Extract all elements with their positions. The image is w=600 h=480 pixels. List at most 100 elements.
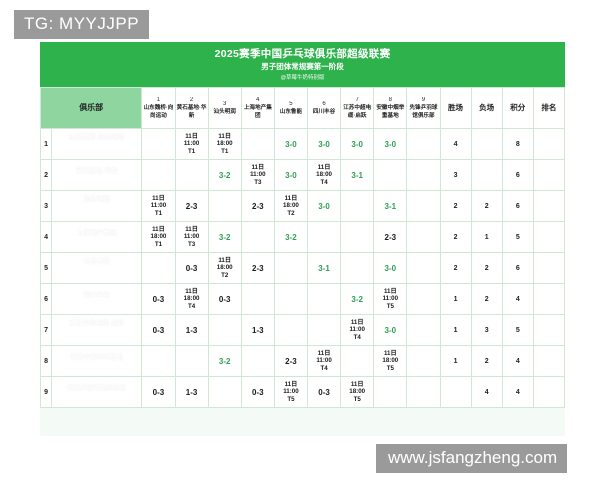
table-body: 1 山东魏桥·向尚运动 王楚钦、梁靖崑、黄友政、周启豪、于子洋、林诗栋 11日 11:0… [40, 128, 565, 408]
header-opponent-5: 5 山东鲁能 [273, 87, 309, 129]
match-cell: 3-0 [373, 314, 408, 346]
match-cell [207, 376, 242, 408]
match-cell [141, 345, 176, 377]
match-cell: 11日 18:00 T5 [373, 345, 408, 377]
match-cell: 2-3 [240, 252, 275, 284]
diagonal-cell [207, 190, 242, 222]
match-cell: 11日 18:00 T2 [207, 252, 242, 284]
stat-losses: 2 [470, 252, 503, 284]
match-cell [406, 252, 441, 284]
match-score: 3-0 [318, 201, 330, 211]
header-losses: 负场 [470, 87, 503, 129]
match-score: 0-3 [218, 294, 231, 304]
match-cell: 2-3 [174, 190, 209, 222]
stat-losses [470, 159, 503, 191]
stat-rank [532, 283, 565, 315]
match-cell [340, 221, 375, 253]
stat-wins [439, 376, 472, 408]
stat-wins: 2 [439, 190, 472, 222]
header-opponent-1: 1 山东魏桥·向尚运动 [141, 87, 176, 129]
stat-wins: 1 [439, 345, 472, 377]
match-score: 3-1 [384, 201, 397, 211]
header-opponent-2: 2 黄石基地·华新 [174, 87, 209, 129]
stat-rank [532, 221, 565, 253]
match-schedule: 11日 11:00 T4 [316, 349, 332, 372]
match-score: 3-0 [384, 139, 397, 149]
stat-losses: 2 [470, 345, 503, 377]
header-club: 俱乐部 [40, 87, 143, 129]
opponent-index-3: 3 [223, 100, 227, 107]
match-schedule: 11日 18:00 T5 [382, 349, 399, 372]
match-score: 3-2 [351, 294, 363, 304]
diagonal-cell [174, 159, 209, 191]
opponent-name-1: 山东魏桥·向尚运动 [143, 105, 174, 119]
match-schedule: 11日 11:00 T5 [382, 287, 399, 310]
opponent-name-9: 先锋乒羽球馆俱乐部 [409, 105, 438, 119]
opponent-name-6: 四川丰谷 [312, 108, 336, 115]
match-score: 3-2 [285, 232, 297, 242]
header-opponent-6: 6 四川丰谷 [306, 87, 342, 129]
match-cell [406, 376, 441, 408]
poster-banner: 2025赛季中国乒乓球俱乐部超级联赛 男子团体常规赛第一阶段 @草莓牛奶特别版 [40, 42, 565, 87]
opponent-index-1: 1 [156, 97, 161, 103]
match-cell: 0-3 [306, 376, 342, 408]
opponent-name-7: 江苏中超电缆·启跃 [343, 105, 372, 119]
match-schedule: 11日 18:00 T1 [150, 225, 167, 248]
header-rank: 排名 [532, 87, 565, 129]
match-score: 3-1 [318, 263, 330, 273]
stat-losses: 3 [470, 314, 503, 346]
match-cell [240, 128, 275, 160]
match-cell: 3-0 [306, 128, 342, 160]
team-cell: 四川丰谷 孙闻、严升、薛俊祖、黄镇廷 [51, 283, 143, 315]
match-cell [406, 283, 441, 315]
diagonal-cell [240, 221, 275, 253]
opponent-index-2: 2 [189, 97, 194, 103]
row-number: 5 [40, 252, 53, 284]
match-cell: 11日 18:00 T5 [340, 376, 375, 408]
stat-losses: 2 [470, 190, 503, 222]
table-row: 9 先锋乒羽球馆俱乐部 徐华政、周雨、曹佑瑜、王阳、陈思祥 0-3 1-3 0-3 11日 1… [40, 376, 565, 408]
opponent-index-8: 8 [388, 97, 392, 103]
team-players: 徐华政、周雨、曹佑瑜、王阳、陈思祥 [57, 393, 136, 399]
team-name: 汕头明润 [83, 196, 110, 203]
stat-points: 6 [501, 252, 534, 284]
match-cell: 3-0 [273, 128, 309, 160]
match-cell: 11日 18:00 T4 [174, 283, 209, 315]
match-schedule: 11日 11:00 T4 [349, 318, 365, 341]
stat-points: 6 [501, 190, 534, 222]
match-cell: 0-3 [240, 376, 275, 408]
match-cell: 11日 18:00 T1 [207, 128, 242, 160]
match-cell: 11日 11:00 T5 [273, 376, 309, 408]
table-row: 3 汕头明润 林高远、徐海东、陈垣宇、李艺杰、李拓远、黄镇廷 11日 11:00 T1 2-… [40, 190, 565, 222]
match-cell: 3-1 [373, 190, 408, 222]
match-cell [406, 128, 441, 160]
diagonal-cell [306, 283, 342, 315]
stat-wins: 2 [439, 252, 472, 284]
match-cell [240, 345, 275, 377]
match-score: 2-3 [252, 263, 264, 273]
match-cell [174, 345, 209, 377]
diagonal-cell [273, 252, 309, 284]
match-cell [406, 221, 441, 253]
match-cell: 3-1 [340, 159, 375, 191]
match-score: 0-3 [152, 325, 165, 335]
match-cell: 11日 18:00 T2 [273, 190, 309, 222]
match-score: 2-3 [185, 201, 198, 211]
table-row: 5 山东鲁能 侯英超、袁励岑、闫安、刘丁硕、唐之仁、松岛辉空 0-3 11日 18:00 T… [40, 252, 565, 284]
match-score: 3-2 [218, 170, 231, 180]
opponent-name-2: 黄石基地·华新 [176, 105, 207, 119]
match-score: 3-1 [351, 170, 363, 180]
opponent-index-5: 5 [289, 100, 293, 107]
opponent-index-4: 4 [256, 97, 260, 103]
opponent-index-7: 7 [355, 97, 359, 103]
team-cell: 山东鲁能 侯英超、袁励岑、闫安、刘丁硕、唐之仁、松岛辉空 [51, 252, 143, 284]
stat-rank [532, 314, 565, 346]
match-cell: 3-0 [373, 252, 408, 284]
match-schedule: 11日 11:00 T5 [283, 380, 299, 403]
match-score: 0-3 [318, 387, 330, 397]
match-score: 0-3 [152, 294, 165, 304]
team-name: 江苏中超电缆·启跃 [69, 320, 125, 327]
opponent-name-4: 上海地产集团 [243, 105, 272, 119]
match-cell: 3-2 [207, 159, 242, 191]
match-cell [273, 283, 309, 315]
